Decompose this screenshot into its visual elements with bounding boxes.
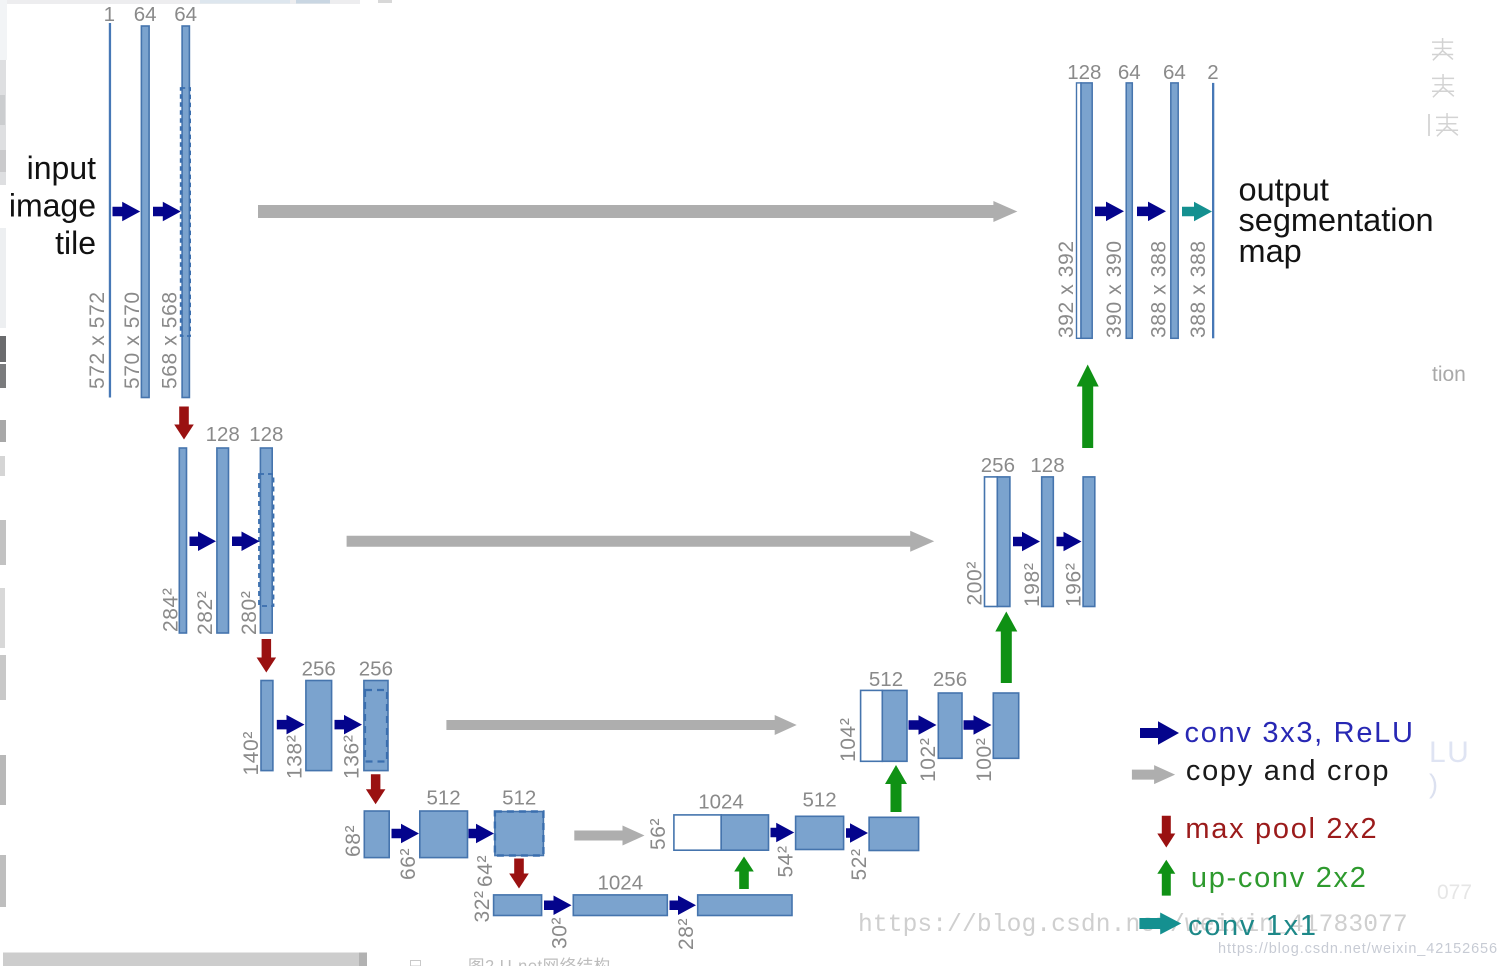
svg-text:64: 64 (174, 3, 197, 26)
svg-text:tile: tile (55, 225, 96, 261)
svg-text:max pool 2x2: max pool 2x2 (1185, 813, 1378, 845)
svg-text:136²: 136² (341, 735, 364, 779)
svg-text:54²: 54² (775, 845, 798, 877)
svg-text:input: input (27, 150, 97, 186)
svg-text:512: 512 (426, 787, 460, 810)
svg-text:256: 256 (933, 668, 967, 691)
svg-text:512: 512 (869, 668, 903, 691)
svg-text:140²: 140² (240, 731, 263, 775)
svg-text:256: 256 (359, 658, 393, 681)
svg-text:tion: tion (1432, 363, 1466, 386)
svg-text:128: 128 (1030, 454, 1064, 477)
svg-text:32²: 32² (471, 890, 494, 922)
svg-text:https://blog.csdn.net/weixin_4: https://blog.csdn.net/weixin_42152656 (1218, 941, 1498, 957)
svg-text:196²: 196² (1063, 563, 1086, 607)
svg-text:568 x 568: 568 x 568 (159, 291, 182, 389)
svg-text:077: 077 (1437, 881, 1472, 904)
svg-text:280²: 280² (238, 591, 261, 635)
svg-text:output: output (1239, 172, 1329, 208)
svg-text:64: 64 (134, 3, 157, 26)
svg-text:https://blog.csdn.net/weixin_4: https://blog.csdn.net/weixin_41783077 (858, 912, 1408, 939)
svg-text:128: 128 (1067, 61, 1101, 84)
svg-text:图2 U-net网络结构: 图2 U-net网络结构 (468, 957, 611, 966)
svg-text:conv 1x1: conv 1x1 (1188, 910, 1318, 942)
svg-text:1024: 1024 (698, 791, 744, 814)
svg-text:256: 256 (981, 454, 1015, 477)
svg-text:284²: 284² (160, 588, 183, 632)
svg-text:1024: 1024 (597, 872, 643, 895)
svg-text:64: 64 (1163, 61, 1186, 84)
svg-text:128: 128 (249, 423, 283, 446)
svg-text:LU: LU (1429, 736, 1470, 769)
svg-text:conv 3x3, ReLU: conv 3x3, ReLU (1185, 717, 1415, 749)
svg-text:68²: 68² (342, 825, 365, 857)
svg-text:128: 128 (206, 423, 240, 446)
svg-text:198²: 198² (1021, 563, 1044, 607)
svg-text:256: 256 (302, 658, 336, 681)
svg-text:1: 1 (104, 3, 115, 26)
svg-text:28²: 28² (675, 918, 698, 950)
svg-text:image: image (9, 188, 96, 224)
svg-text:segmentation: segmentation (1239, 202, 1434, 238)
svg-text:2: 2 (1207, 61, 1218, 84)
svg-text:512: 512 (802, 789, 836, 812)
svg-text:388 x 388: 388 x 388 (1187, 240, 1210, 338)
svg-text:138²: 138² (284, 735, 307, 779)
svg-text:390 x 390: 390 x 390 (1103, 240, 1126, 338)
svg-text:388 x 388: 388 x 388 (1148, 240, 1171, 338)
svg-text:282²: 282² (194, 591, 217, 635)
svg-text:200²: 200² (964, 561, 987, 605)
svg-text:512: 512 (502, 787, 536, 810)
svg-text:570 x 570: 570 x 570 (121, 291, 144, 389)
svg-text:): ) (1429, 769, 1438, 799)
svg-text:392 x 392: 392 x 392 (1055, 240, 1078, 338)
svg-text:30²: 30² (549, 917, 572, 949)
svg-text:64: 64 (1118, 61, 1141, 84)
svg-text:572 x 572: 572 x 572 (86, 291, 109, 389)
svg-text:up-conv 2x2: up-conv 2x2 (1191, 862, 1368, 894)
svg-text:64²: 64² (474, 855, 497, 887)
svg-text:104²: 104² (837, 718, 860, 762)
svg-text:map: map (1239, 233, 1302, 269)
svg-text:52²: 52² (848, 848, 871, 880)
svg-text:102²: 102² (917, 738, 940, 782)
svg-text:66²: 66² (397, 848, 420, 880)
svg-text:56²: 56² (647, 818, 670, 850)
svg-text:copy and crop: copy and crop (1186, 755, 1390, 787)
svg-text:100²: 100² (973, 738, 996, 782)
